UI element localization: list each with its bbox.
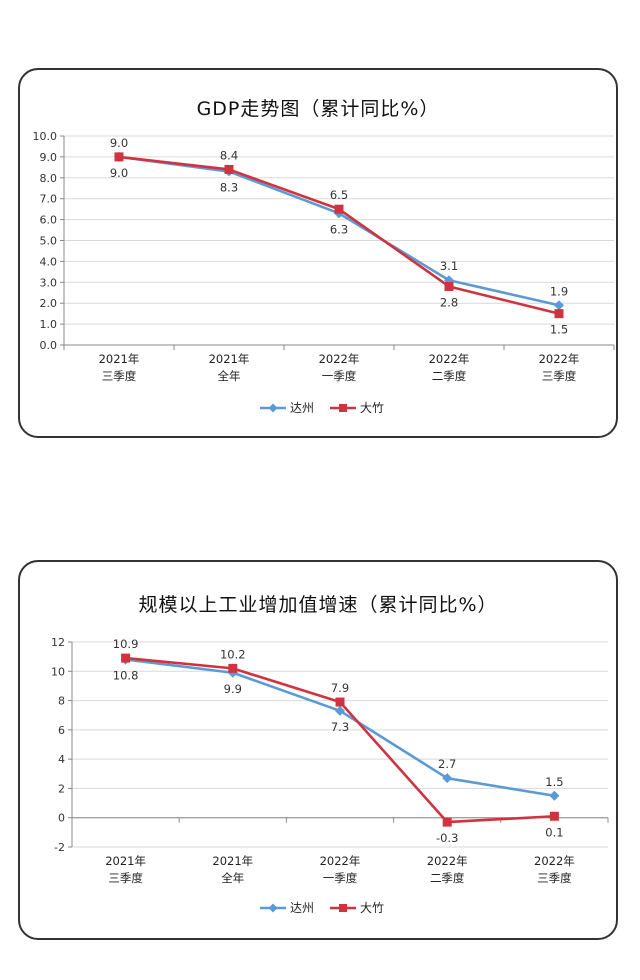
data-point-大竹	[334, 204, 344, 214]
y-tick-label: 0.0	[40, 339, 58, 352]
legend-marker-达州	[268, 403, 278, 413]
x-tick-label: 2021年	[212, 854, 253, 868]
data-point-大竹	[114, 152, 124, 162]
chart-title: GDP走势图（累计同比%）	[196, 98, 440, 120]
x-tick-label: 一季度	[322, 369, 357, 383]
y-tick-label: 9.0	[40, 151, 58, 164]
y-tick-label: 8.0	[40, 172, 58, 185]
x-tick-label: 2022年	[320, 854, 361, 868]
legend-label: 大竹	[360, 901, 384, 915]
data-point-大竹	[335, 697, 345, 707]
y-tick-label: 3.0	[40, 276, 58, 289]
data-label: 8.4	[220, 148, 238, 162]
data-label: 6.5	[330, 188, 348, 202]
x-tick-label: 全年	[218, 369, 241, 383]
data-point-大竹	[554, 309, 564, 319]
x-tick-label: 2021年	[209, 352, 250, 366]
legend-marker-大竹	[339, 904, 347, 912]
y-tick-label: 7.0	[40, 193, 58, 206]
y-tick-label: 8	[58, 695, 65, 708]
x-tick-label: 全年	[221, 871, 244, 885]
x-tick-label: 2021年	[99, 352, 140, 366]
y-tick-label: -2	[54, 841, 65, 854]
legend-label: 达州	[290, 401, 314, 415]
x-tick-label: 三季度	[542, 369, 577, 383]
data-label: 2.8	[440, 295, 458, 309]
y-tick-label: 10	[51, 665, 65, 678]
x-tick-label: 三季度	[537, 871, 572, 885]
x-tick-label: 2022年	[539, 352, 580, 366]
data-label: 9.0	[110, 136, 128, 150]
data-label: 10.9	[113, 637, 139, 651]
data-label: 0.1	[545, 825, 563, 839]
data-point-达州	[549, 790, 560, 801]
y-tick-label: 2	[58, 782, 65, 795]
x-tick-label: 三季度	[108, 871, 143, 885]
x-tick-label: 三季度	[102, 369, 137, 383]
data-label: 9.0	[110, 166, 128, 180]
legend-marker-达州	[268, 903, 278, 913]
data-label: 10.2	[220, 647, 246, 661]
legend-label: 大竹	[360, 401, 384, 415]
data-point-大竹	[549, 811, 559, 821]
x-tick-label: 一季度	[323, 871, 358, 885]
data-label: 6.3	[330, 222, 348, 236]
x-tick-label: 2022年	[319, 352, 360, 366]
data-label: 9.9	[224, 682, 242, 696]
x-tick-label: 2022年	[534, 854, 575, 868]
y-tick-label: 5.0	[40, 235, 58, 248]
data-point-大竹	[121, 653, 131, 663]
data-label: 7.9	[331, 681, 349, 695]
data-label: 7.3	[331, 720, 349, 734]
x-tick-label: 二季度	[430, 871, 465, 885]
x-tick-label: 2021年	[105, 854, 146, 868]
data-point-大竹	[442, 817, 452, 827]
x-tick-label: 2022年	[427, 854, 468, 868]
data-point-达州	[335, 705, 345, 716]
y-tick-label: 1.0	[40, 318, 58, 331]
gdp-chart-card: GDP走势图（累计同比%） 0.0 1.0 2.0 3.0 4.0 5.0 6.0 7.0 8.…	[18, 68, 618, 438]
x-tick-label: 二季度	[432, 369, 467, 383]
data-label: 2.7	[438, 757, 456, 771]
data-label: -0.3	[436, 831, 458, 845]
chart-title: 规模以上工业增加值增速（累计同比%）	[138, 594, 498, 616]
data-label: 8.3	[220, 181, 238, 195]
y-tick-label: 0	[58, 812, 65, 825]
legend-label: 达州	[290, 901, 314, 915]
data-label: 10.8	[113, 669, 139, 683]
data-label: 1.5	[550, 323, 568, 337]
y-tick-label: 12	[51, 636, 65, 649]
y-tick-label: 6.0	[40, 214, 58, 227]
y-tick-label: 10.0	[33, 130, 58, 143]
data-label: 3.1	[440, 259, 458, 273]
x-tick-label: 2022年	[429, 352, 470, 366]
data-point-大竹	[444, 281, 454, 291]
data-point-达州	[442, 773, 453, 784]
data-point-达州	[444, 275, 454, 286]
y-tick-label: 6	[58, 724, 65, 737]
data-label: 1.9	[550, 284, 568, 298]
y-tick-label: 4	[58, 753, 65, 766]
data-point-达州	[554, 300, 564, 311]
legend-marker-大竹	[339, 404, 347, 412]
data-point-大竹	[228, 663, 238, 673]
gdp-line-chart: 0.0 1.0 2.0 3.0 4.0 5.0 6.0 7.0 8.0 9.0 10.0 2021年三…	[33, 130, 615, 415]
data-point-大竹	[224, 164, 234, 174]
y-tick-label: 2.0	[40, 297, 58, 310]
data-label: 1.5	[545, 775, 563, 789]
industry-chart-card: 规模以上工业增加值增速（累计同比%） -2 0 2 4 6 8 10 12 2021年三季度 20…	[18, 560, 618, 940]
y-tick-label: 4.0	[40, 255, 58, 268]
